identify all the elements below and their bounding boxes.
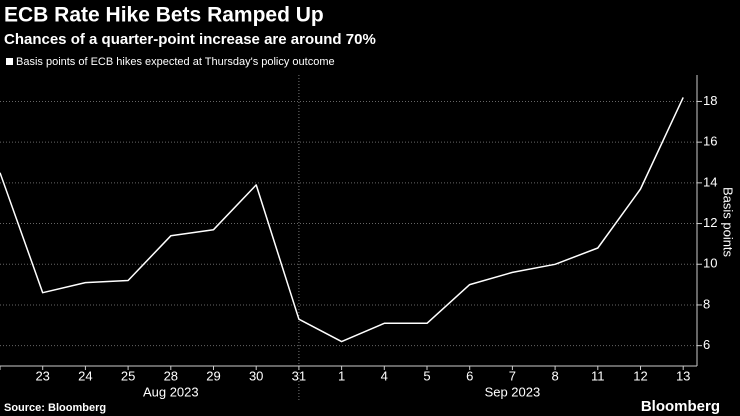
series-line	[0, 97, 684, 343]
x-tick-label: 1	[338, 368, 345, 383]
y-tick-label: 10	[703, 256, 717, 271]
legend-swatch	[6, 58, 13, 65]
y-tick-label: 8	[703, 296, 710, 311]
x-tick-label: 30	[249, 368, 263, 383]
x-tick-label: 12	[633, 368, 647, 383]
x-tick-label: 29	[206, 368, 220, 383]
x-tick-label: 11	[591, 368, 605, 383]
y-tick-label: 14	[703, 174, 717, 189]
x-tick-label: 28	[164, 368, 178, 383]
x-tick-label: 7	[509, 368, 516, 383]
x-tick-label: 4	[381, 368, 388, 383]
x-tick-label: 24	[78, 368, 92, 383]
y-tick-label: 18	[703, 93, 717, 108]
x-tick-label: 5	[423, 368, 430, 383]
legend-label: Basis points of ECB hikes expected at Th…	[16, 56, 335, 68]
x-tick-label: 6	[466, 368, 473, 383]
x-tick-label: 31	[292, 368, 306, 383]
y-tick-label: 12	[703, 215, 717, 230]
chart-title: ECB Rate Hike Bets Ramped Up	[4, 4, 324, 27]
y-tick-label: 16	[703, 134, 717, 149]
y-axis-label: Basis points	[721, 187, 736, 258]
chart-subtitle: Chances of a quarter-point increase are …	[4, 31, 376, 48]
x-group-label: Sep 2023	[485, 384, 541, 399]
brand: Bloomberg	[641, 398, 720, 415]
x-tick-label: 13	[676, 368, 690, 383]
x-tick-label: 23	[35, 368, 49, 383]
source: Source: Bloomberg	[4, 402, 106, 414]
y-tick-label: 6	[703, 337, 710, 352]
x-tick-label: 25	[121, 368, 135, 383]
x-tick-label: 8	[551, 368, 558, 383]
x-group-label: Aug 2023	[143, 384, 199, 399]
